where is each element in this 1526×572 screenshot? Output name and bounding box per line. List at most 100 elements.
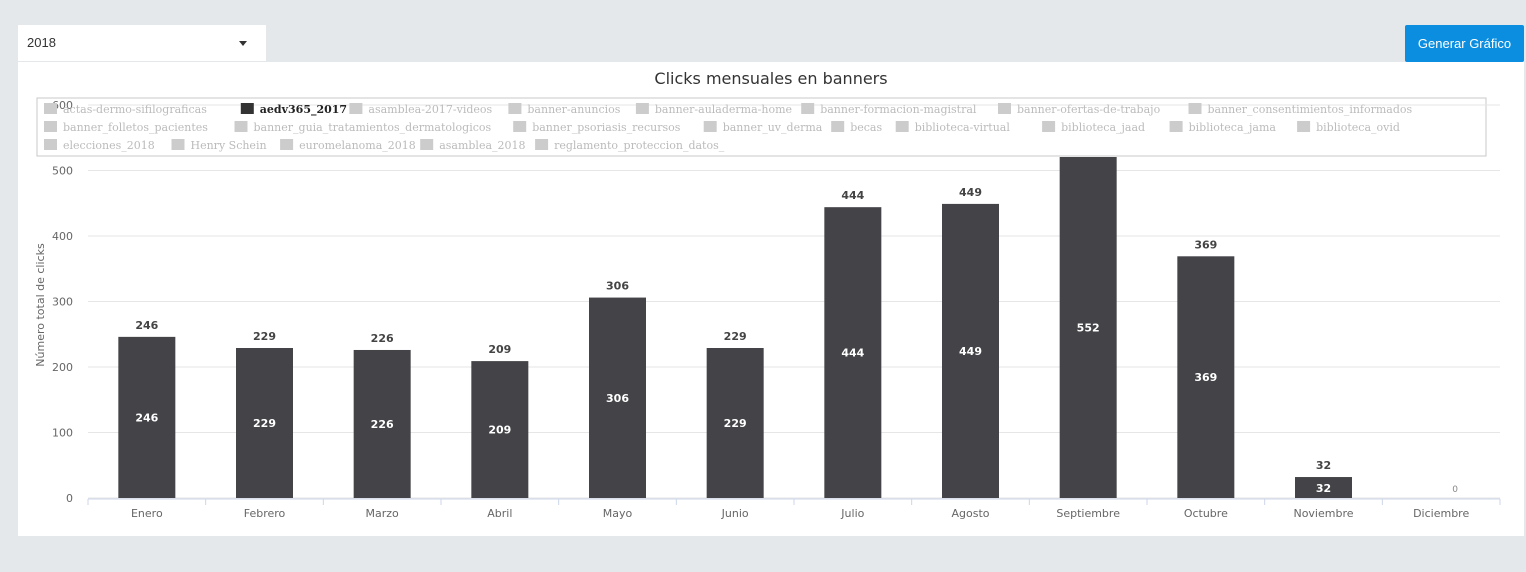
bar[interactable] <box>942 203 999 498</box>
legend-item[interactable]: biblioteca-virtual <box>895 121 1011 134</box>
bar-top-label: 226 <box>371 332 394 345</box>
legend-label: banner_guia_tratamientos_dermatologicos <box>254 121 492 134</box>
bar-inside-label: 306 <box>606 392 629 405</box>
legend-swatch <box>1188 103 1202 114</box>
legend-label: asamblea-2017-videos <box>368 103 492 116</box>
bar-top-label: 306 <box>606 280 629 293</box>
legend-swatch <box>895 121 909 132</box>
bar-inside-label: 226 <box>371 418 394 431</box>
bar[interactable] <box>236 348 293 498</box>
legend-item[interactable]: asamblea-2017-videos <box>349 103 493 116</box>
legend-item[interactable]: biblioteca_jaad <box>1042 121 1145 134</box>
bar-top-label: 369 <box>1194 238 1217 251</box>
x-tick-label: Junio <box>721 507 749 520</box>
x-tick-label: Septiembre <box>1056 507 1120 520</box>
x-tick-label: Mayo <box>603 507 633 520</box>
legend-label: biblioteca_jaad <box>1061 121 1145 134</box>
bar-top-label: 32 <box>1316 459 1331 472</box>
legend-item[interactable]: banner_psoriasis_recursos <box>513 121 681 134</box>
legend-label: banner_uv_derma <box>723 121 823 134</box>
x-axis: Enero Febrero Marzo Abril Mayo Junio Julio Agos… <box>87 498 1501 520</box>
legend-swatch <box>44 121 57 132</box>
bar-inside-label: 229 <box>253 417 276 430</box>
y-tick-label: 300 <box>52 296 73 309</box>
legend-label: banner-auladerma-home <box>655 103 792 116</box>
x-tick-label: Agosto <box>951 507 989 520</box>
y-tick-label: 400 <box>52 230 73 243</box>
legend-label: aedv365_2017 <box>260 103 347 117</box>
legend-swatch <box>1042 121 1056 132</box>
y-tick-label: 0 <box>66 492 73 505</box>
bar[interactable] <box>706 348 764 498</box>
legend-item[interactable]: banner_consentimientos_informados <box>1188 103 1413 116</box>
legend-label: banner_psoriasis_recursos <box>532 121 681 134</box>
legend-item[interactable]: actas-dermo-sifilograficas <box>44 103 207 116</box>
legend: actas-dermo-sifilograficas aedv365_2017 as… <box>44 103 1413 152</box>
bar[interactable] <box>471 361 529 498</box>
legend-label: asamblea_2018 <box>439 139 525 152</box>
legend-item[interactable]: banner_folletos_pacientes <box>44 121 208 134</box>
legend-item[interactable]: banner_guia_tratamientos_dermatologicos <box>234 121 492 134</box>
legend-label: euromelanoma_2018 <box>299 139 416 152</box>
x-tick-label: Enero <box>131 507 163 520</box>
legend-swatch <box>44 139 57 150</box>
legend-item[interactable]: Henry Schein <box>171 139 267 152</box>
legend-swatch <box>1169 121 1183 132</box>
bar-top-label: 209 <box>488 343 511 356</box>
y-tick-label: 100 <box>52 427 73 440</box>
legend-label: reglamento_proteccion_datos_ <box>554 139 725 152</box>
x-tick-label: Abril <box>487 507 512 520</box>
bar[interactable] <box>1295 477 1352 498</box>
bar-top-label: 229 <box>724 330 747 343</box>
chevron-down-icon <box>239 41 247 46</box>
legend-item[interactable]: banner-ofertas-de-trabajo <box>998 103 1161 116</box>
x-tick-label: Julio <box>840 507 864 520</box>
legend-label: banner_folletos_pacientes <box>63 121 208 134</box>
bar[interactable] <box>589 297 646 498</box>
bar[interactable] <box>353 349 411 498</box>
generate-chart-button[interactable]: Generar Gráfico <box>1405 25 1524 62</box>
legend-item[interactable]: biblioteca_ovid <box>1297 121 1400 134</box>
legend-item[interactable]: becas <box>831 121 882 134</box>
bar-inside-label: 449 <box>959 345 982 358</box>
legend-item[interactable]: reglamento_proteccion_datos_ <box>535 139 725 152</box>
legend-item[interactable]: elecciones_2018 <box>44 139 155 152</box>
bar-top-label: 229 <box>253 330 276 343</box>
legend-swatch <box>998 103 1011 114</box>
legend-swatch <box>513 121 527 132</box>
y-tick-label: 500 <box>52 165 73 178</box>
legend-item[interactable]: asamblea_2018 <box>420 139 526 152</box>
legend-item[interactable]: biblioteca_jama <box>1169 121 1277 134</box>
bar[interactable] <box>824 207 882 498</box>
x-tick-label: Noviembre <box>1293 507 1353 520</box>
legend-swatch <box>508 103 522 114</box>
bar[interactable] <box>1177 256 1235 498</box>
x-tick-label: Diciembre <box>1413 507 1469 520</box>
legend-item[interactable]: banner-formacion-magistral <box>801 103 977 116</box>
bar-inside-label: 552 <box>1077 322 1100 335</box>
y-axis-label: Número total de clicks <box>34 243 47 367</box>
bar[interactable] <box>118 336 176 498</box>
x-tick-label: Febrero <box>244 507 286 520</box>
legend-swatch <box>535 139 549 150</box>
bar-zero-label: 0 <box>1452 485 1458 495</box>
legend-label: elecciones_2018 <box>63 139 155 152</box>
legend-item[interactable]: aedv365_2017 <box>240 103 347 117</box>
y-tick-label: 200 <box>52 361 73 374</box>
legend-swatch <box>703 121 717 132</box>
legend-item[interactable]: euromelanoma_2018 <box>280 139 416 152</box>
legend-label: banner_consentimientos_informados <box>1208 103 1413 116</box>
legend-label: biblioteca_ovid <box>1316 121 1400 134</box>
year-select[interactable]: 2018 <box>18 25 266 61</box>
bar-top-label: 444 <box>841 189 864 202</box>
legend-swatch <box>280 139 294 150</box>
bar-top-label: 449 <box>959 186 982 199</box>
legend-item[interactable]: banner-auladerma-home <box>635 103 792 116</box>
legend-item[interactable]: banner_uv_derma <box>703 121 823 134</box>
legend-label: biblioteca_jama <box>1189 121 1277 134</box>
y-tick-label: 600 <box>52 99 73 112</box>
bar[interactable] <box>1059 157 1117 498</box>
legend-item[interactable]: banner-anuncios <box>508 103 621 116</box>
